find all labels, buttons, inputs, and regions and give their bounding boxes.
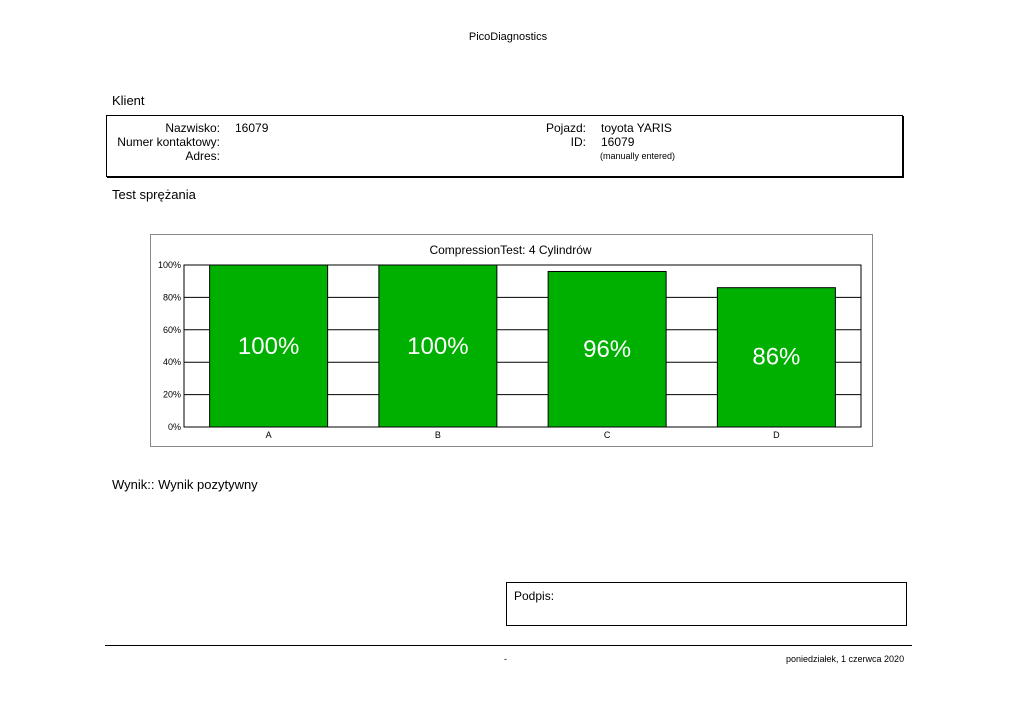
test-heading: Test sprężania [112,187,196,202]
client-heading: Klient [112,93,145,108]
bar-data-label: 100% [407,333,468,360]
bar-data-label: 100% [238,333,299,360]
signature-box [506,582,907,626]
vehicle-value: toyota YARIS [601,121,672,135]
plot-border [183,264,862,428]
x-tick-label: A [266,430,272,440]
bar-data-label: 86% [752,343,800,370]
address-label: Adres: [185,149,220,163]
x-tick-label: C [604,430,611,440]
footer-center-text: - [504,654,507,664]
y-tick-label: 20% [163,390,181,400]
surname-value: 16079 [235,121,269,135]
y-tick-label: 100% [158,260,181,270]
result-text: Wynik:: Wynik pozytywny [112,477,258,492]
id-value: 16079 [601,135,635,149]
y-tick-label: 80% [163,292,181,302]
contact-label: Numer kontaktowy: [117,135,220,149]
id-label: ID: [570,135,586,149]
y-tick-label: 60% [163,325,181,335]
chart-title: CompressionTest: 4 Cylindrów [429,243,592,257]
bar [547,270,667,428]
y-tick-label: 40% [163,357,181,367]
bar [378,264,498,428]
signature-label: Podpis: [514,589,555,603]
footer-date: poniedziałek, 1 czerwca 2020 [786,654,905,664]
footer-divider [105,645,912,646]
bar-data-label: 96% [583,336,631,363]
surname-label: Nazwisko: [165,121,220,135]
client-info-box [106,115,903,177]
x-tick-label: B [435,430,441,440]
y-tick-label: 0% [168,422,181,432]
x-tick-label: D [773,430,780,440]
bar [209,264,329,428]
vehicle-label: Pojazd: [545,121,586,135]
id-note: (manually entered) [600,151,676,161]
bar [716,287,836,428]
report-title: PicoDiagnostics [468,31,548,43]
